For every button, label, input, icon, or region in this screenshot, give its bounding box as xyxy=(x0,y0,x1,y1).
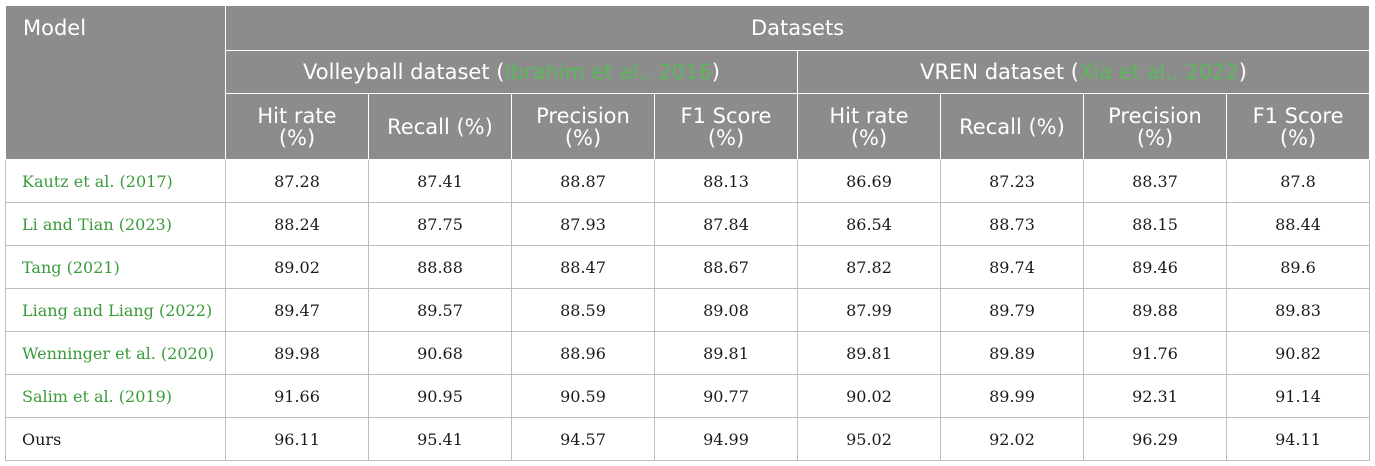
value-cell: 88.59 xyxy=(511,288,655,332)
value-cell: 88.47 xyxy=(511,245,655,289)
value-cell: 88.13 xyxy=(654,159,798,203)
value-cell: 88.44 xyxy=(1225,202,1371,246)
value-cell: 88.37 xyxy=(1083,159,1227,203)
vren-citation-link[interactable]: Xia et al., 2022 xyxy=(1078,60,1239,84)
f1-score-header: F1 Score (%) xyxy=(654,93,798,160)
value-cell: 88.96 xyxy=(511,331,655,375)
value-cell: 87.99 xyxy=(797,288,941,332)
value-cell: 89.79 xyxy=(940,288,1084,332)
value-cell: 89.88 xyxy=(1083,288,1227,332)
model-citation-link[interactable]: Kautz et al. (2017) xyxy=(22,171,173,191)
hit-rate-header: Hit rate (%) xyxy=(225,93,369,160)
value-cell: 90.68 xyxy=(368,331,512,375)
value-cell: 89.08 xyxy=(654,288,798,332)
value-cell: 90.59 xyxy=(511,374,655,418)
value-cell: 88.15 xyxy=(1083,202,1227,246)
table-row: Li and Tian (2023) 88.24 87.75 87.93 87.84 86… xyxy=(5,202,1371,246)
value-cell: 89.57 xyxy=(368,288,512,332)
recall-header: Recall (%) xyxy=(940,93,1084,160)
model-name-cell: Tang (2021) xyxy=(5,245,226,289)
model-citation-link[interactable]: Wenninger et al. (2020) xyxy=(22,343,215,363)
table-header: Model Datasets Volleyball dataset (Ibrah… xyxy=(5,5,1371,160)
value-cell: 88.87 xyxy=(511,159,655,203)
value-cell: 94.11 xyxy=(1225,417,1371,461)
table-row: Salim et al. (2019) 91.66 90.95 90.59 90.77 9… xyxy=(5,374,1371,418)
value-cell: 96.11 xyxy=(225,417,369,461)
model-name-cell: Kautz et al. (2017) xyxy=(5,159,226,203)
value-cell: 94.57 xyxy=(511,417,655,461)
value-cell: 95.41 xyxy=(368,417,512,461)
value-cell: 87.82 xyxy=(797,245,941,289)
value-cell: 88.24 xyxy=(225,202,369,246)
value-cell: 95.02 xyxy=(797,417,941,461)
value-cell: 89.83 xyxy=(1225,288,1371,332)
value-cell: 91.76 xyxy=(1083,331,1227,375)
model-citation-link[interactable]: Salim et al. (2019) xyxy=(22,386,173,406)
model-header: Model xyxy=(5,5,226,160)
vren-dataset-header: VREN dataset (Xia et al., 2022) xyxy=(796,50,1371,94)
value-cell: 87.93 xyxy=(511,202,655,246)
model-name-cell: Li and Tian (2023) xyxy=(5,202,226,246)
value-cell: 86.54 xyxy=(797,202,941,246)
table-row: Tang (2021) 89.02 88.88 88.47 88.67 87.82 89.7… xyxy=(5,245,1371,289)
table-row: Wenninger et al. (2020) 89.98 90.68 88.96 89… xyxy=(5,331,1371,375)
model-name-cell: Ours xyxy=(5,417,226,461)
value-cell: 90.02 xyxy=(797,374,941,418)
value-cell: 88.67 xyxy=(654,245,798,289)
model-citation-link[interactable]: Liang and Liang (2022) xyxy=(22,300,213,320)
value-cell: 86.69 xyxy=(797,159,941,203)
value-cell: 90.82 xyxy=(1225,331,1371,375)
model-name-cell: Wenninger et al. (2020) xyxy=(5,331,226,375)
f1-score-header: F1 Score (%) xyxy=(1225,93,1371,160)
value-cell: 87.28 xyxy=(225,159,369,203)
value-cell: 87.23 xyxy=(940,159,1084,203)
value-cell: 87.8 xyxy=(1225,159,1371,203)
value-cell: 90.95 xyxy=(368,374,512,418)
hit-rate-header: Hit rate (%) xyxy=(797,93,941,160)
precision-header: Precision (%) xyxy=(511,93,655,160)
volleyball-citation-link[interactable]: Ibrahim et al., 2016 xyxy=(504,60,712,84)
table-body: Kautz et al. (2017) 87.28 87.41 88.87 88.13 8… xyxy=(5,159,1371,461)
value-cell: 89.81 xyxy=(797,331,941,375)
value-cell: 92.02 xyxy=(940,417,1084,461)
value-cell: 89.47 xyxy=(225,288,369,332)
value-cell: 94.99 xyxy=(654,417,798,461)
value-cell: 90.77 xyxy=(654,374,798,418)
model-citation-link[interactable]: Li and Tian (2023) xyxy=(22,214,172,234)
value-cell: 92.31 xyxy=(1083,374,1227,418)
model-name-cell: Salim et al. (2019) xyxy=(5,374,226,418)
value-cell: 96.29 xyxy=(1083,417,1227,461)
table-row: Ours 96.11 95.41 94.57 94.99 95.02 92.02 96.29 9… xyxy=(5,417,1371,461)
results-table: Model Datasets Volleyball dataset (Ibrah… xyxy=(5,5,1371,461)
value-cell: 89.89 xyxy=(940,331,1084,375)
value-cell: 88.73 xyxy=(940,202,1084,246)
value-cell: 91.14 xyxy=(1225,374,1371,418)
model-name-cell: Liang and Liang (2022) xyxy=(5,288,226,332)
volleyball-dataset-header: Volleyball dataset (Ibrahim et al., 2016… xyxy=(225,50,798,94)
value-cell: 91.66 xyxy=(225,374,369,418)
value-cell: 87.75 xyxy=(368,202,512,246)
value-cell: 89.99 xyxy=(940,374,1084,418)
precision-header: Precision (%) xyxy=(1083,93,1227,160)
value-cell: 88.88 xyxy=(368,245,512,289)
value-cell: 89.6 xyxy=(1225,245,1371,289)
value-cell: 89.02 xyxy=(225,245,369,289)
recall-header: Recall (%) xyxy=(368,93,512,160)
value-cell: 89.74 xyxy=(940,245,1084,289)
value-cell: 87.41 xyxy=(368,159,512,203)
value-cell: 87.84 xyxy=(654,202,798,246)
table-row: Kautz et al. (2017) 87.28 87.41 88.87 88.13 8… xyxy=(5,159,1371,203)
datasets-header: Datasets xyxy=(224,5,1371,51)
value-cell: 89.98 xyxy=(225,331,369,375)
model-citation-link[interactable]: Tang (2021) xyxy=(22,257,120,277)
value-cell: 89.81 xyxy=(654,331,798,375)
table-row: Liang and Liang (2022) 89.47 89.57 88.59 89.… xyxy=(5,288,1371,332)
value-cell: 89.46 xyxy=(1083,245,1227,289)
